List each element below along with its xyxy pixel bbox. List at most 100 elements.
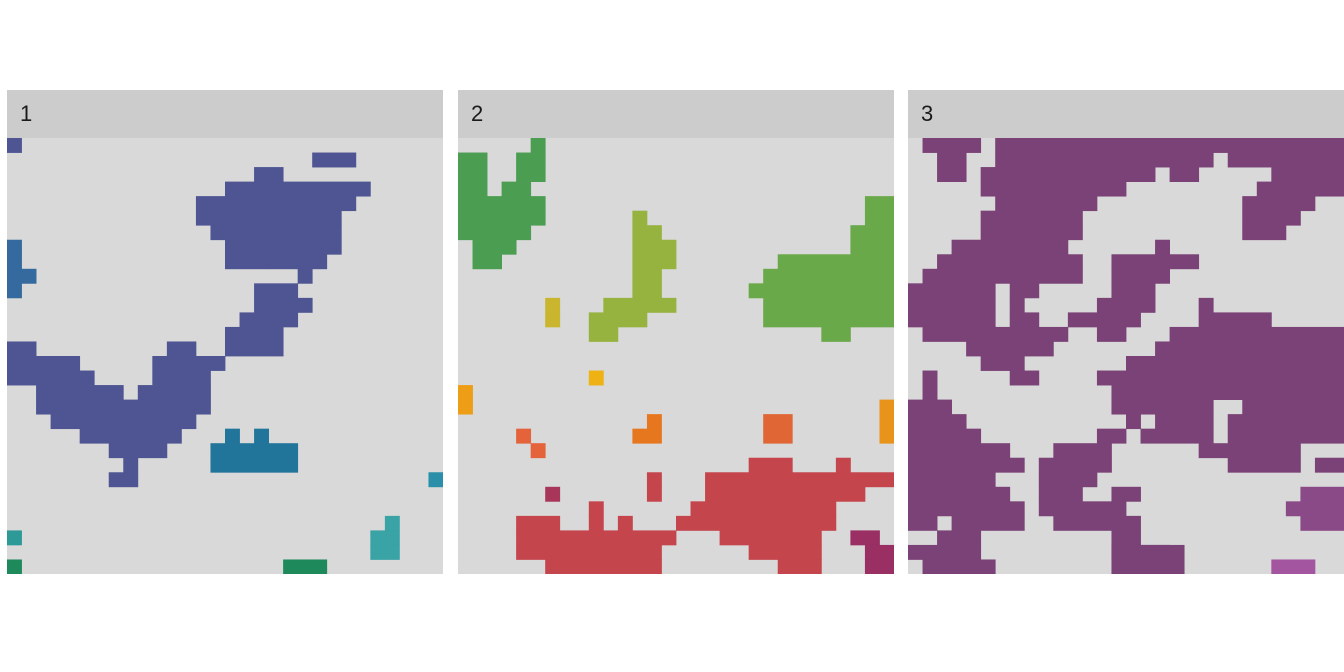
- heatmap-cell: [137, 385, 211, 400]
- heatmap-cell: [152, 356, 226, 371]
- heatmap-cell: [1300, 515, 1344, 531]
- heatmap-cell: [705, 486, 866, 502]
- heatmap-cell: [632, 428, 662, 444]
- heatmap-cell: [1242, 225, 1287, 241]
- heatmap-cell: [646, 486, 662, 502]
- heatmap-cell: [1009, 312, 1040, 328]
- heatmap-cell: [850, 239, 894, 255]
- heatmap-cell: [1314, 457, 1344, 473]
- heatmap-cell: [210, 225, 342, 241]
- heatmap-cell: [545, 486, 561, 502]
- heatmap-cell: [36, 385, 124, 400]
- heatmap-cell: [545, 559, 662, 574]
- heatmap-cell: [690, 501, 837, 517]
- heatmap-cell: [966, 341, 1054, 357]
- heatmap-cell: [719, 530, 822, 546]
- heatmap-cell: [530, 138, 546, 153]
- heatmap-cell: [908, 443, 1011, 459]
- heatmap-cell: [7, 341, 37, 357]
- heatmap-panel-2: [458, 138, 894, 574]
- heatmap-cell: [225, 254, 269, 270]
- heatmap-cell: [458, 210, 546, 226]
- heatmap-cell: [908, 414, 967, 430]
- heatmap-cell: [210, 457, 299, 473]
- heatmap-cell: [1285, 501, 1344, 517]
- heatmap-cell: [1155, 239, 1170, 255]
- heatmap-cell: [254, 283, 299, 299]
- facet-strip-label: 2: [458, 90, 894, 138]
- heatmap-cell: [254, 428, 269, 444]
- heatmap-cell: [588, 515, 604, 531]
- heatmap-cell: [79, 428, 182, 444]
- heatmap-cell: [603, 297, 677, 313]
- heatmap-cell: [763, 428, 793, 444]
- heatmap-cell: [1155, 414, 1214, 430]
- heatmap-cell: [225, 326, 284, 342]
- heatmap-cell: [1198, 297, 1214, 313]
- heatmap-cell: [1111, 544, 1185, 560]
- heatmap-cell: [1053, 515, 1141, 531]
- heatmap-cell: [995, 152, 1214, 168]
- heatmap-cell: [7, 559, 22, 574]
- heatmap-cell: [516, 544, 662, 560]
- heatmap-cell: [7, 254, 22, 270]
- heatmap-cell: [588, 312, 648, 328]
- heatmap-cell: [7, 283, 22, 299]
- heatmap-cell: [225, 239, 342, 255]
- facet-strip-label: 1: [7, 90, 443, 138]
- heatmap-cell: [1111, 283, 1156, 299]
- heatmap-cell: [1169, 167, 1200, 182]
- heatmap-cell: [922, 268, 1083, 284]
- heatmap-cell: [588, 501, 604, 517]
- heatmap-cell: [937, 530, 982, 546]
- heatmap-cell: [1038, 472, 1098, 488]
- heatmap-cell: [1111, 399, 1214, 415]
- heatmap-cell: [1053, 443, 1112, 459]
- heatmap-cell: [777, 254, 894, 270]
- heatmap-cell: [7, 268, 37, 284]
- heatmap-cell: [384, 515, 400, 531]
- heatmap-cell: [472, 254, 502, 270]
- heatmap-cell: [195, 196, 357, 212]
- heatmap-cell: [1126, 414, 1141, 430]
- heatmap-cell: [1271, 167, 1344, 182]
- heatmap-cell: [1300, 486, 1344, 502]
- heatmap-cell: [210, 443, 299, 459]
- heatmap-cell: [980, 167, 1156, 182]
- heatmap-cell: [864, 196, 894, 212]
- heatmap-cell: [1256, 181, 1344, 197]
- heatmap-cell: [879, 428, 894, 444]
- heatmap-cell: [1126, 356, 1344, 371]
- heatmap-cell: [1227, 414, 1344, 430]
- heatmap-cell: [50, 414, 197, 430]
- heatmap-cell: [632, 239, 677, 255]
- heatmap-cell: [7, 138, 22, 153]
- heatmap-cell: [1271, 559, 1316, 574]
- heatmap-cell: [545, 297, 561, 313]
- heatmap-cell: [937, 167, 967, 182]
- heatmap-cell: [908, 486, 1011, 502]
- heatmap-cell: [1096, 370, 1344, 386]
- facet-panel-2: 2: [458, 90, 894, 574]
- heatmap-panel-1: [7, 138, 443, 574]
- heatmap-cell: [951, 515, 1025, 531]
- heatmap-cell: [1038, 457, 1112, 473]
- heatmap-cell: [254, 167, 284, 182]
- heatmap-cell: [1111, 559, 1185, 574]
- heatmap-cell: [864, 544, 894, 560]
- heatmap-cell: [225, 428, 240, 444]
- heatmap-cell: [108, 443, 168, 459]
- heatmap-cell: [458, 225, 532, 241]
- heatmap-cell: [225, 341, 284, 357]
- heatmap-cell: [908, 428, 982, 444]
- heatmap-cell: [864, 559, 894, 574]
- heatmap-cell: [1009, 297, 1025, 313]
- heatmap-cell: [632, 210, 648, 226]
- heatmap-cell: [152, 370, 211, 386]
- heatmap-cell: [1227, 457, 1301, 473]
- heatmap-cell: [922, 559, 996, 574]
- heatmap-cell: [108, 472, 139, 488]
- heatmap-cell: [472, 239, 517, 255]
- heatmap-cell: [922, 385, 938, 400]
- heatmap-cell: [980, 181, 1127, 197]
